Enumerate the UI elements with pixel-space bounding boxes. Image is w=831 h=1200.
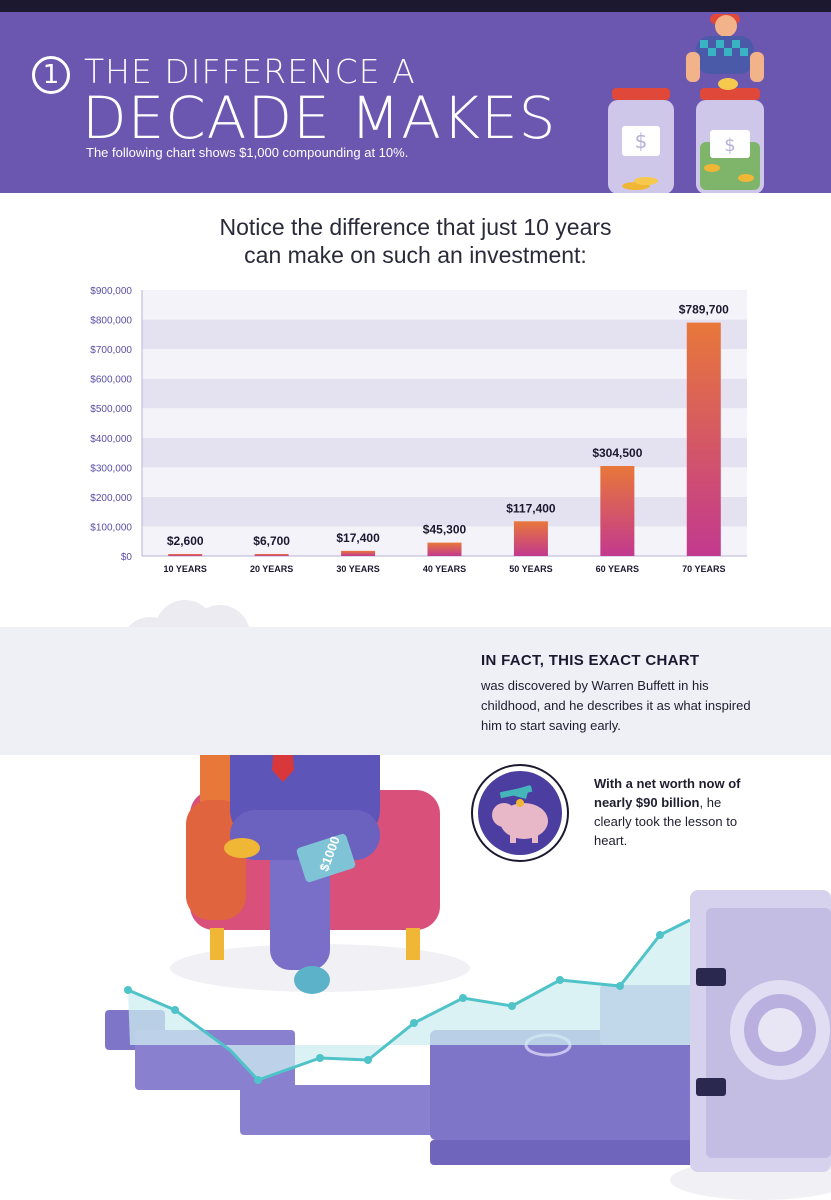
grid-band	[142, 319, 747, 350]
y-tick-label: $900,000	[90, 286, 132, 297]
subtitle: The following chart shows $1,000 compoun…	[86, 145, 409, 160]
net-worth-rest: , he clearly took the lesson to heart.	[594, 795, 738, 848]
title-line-2: DECADE MAKES	[82, 84, 557, 152]
fact-title: IN FACT, THIS EXACT CHART	[481, 652, 700, 669]
bar	[686, 322, 721, 556]
bar-value-label: $117,400	[506, 501, 556, 515]
x-tick-label: 50 YEARS	[509, 564, 552, 574]
safe-illustration	[670, 890, 831, 1200]
piggy-bank-icon	[471, 764, 569, 862]
grid-band	[142, 349, 747, 379]
grid-band	[142, 290, 747, 320]
bar-value-label: $17,400	[336, 531, 380, 545]
chart-headline: Notice the difference that just 10 years…	[0, 213, 831, 269]
svg-text:$: $	[724, 135, 735, 156]
grid-band	[142, 408, 747, 438]
x-tick-label: 30 YEARS	[336, 564, 379, 574]
net-worth-text: With a net worth now of nearly $90 billi…	[594, 774, 754, 850]
headline-line-2: can make on such an investment:	[244, 242, 587, 268]
compounding-bar-chart: $0 $100,000 $200,000 $300,000 $400,000 $500,0…	[90, 286, 747, 574]
top-bar	[0, 0, 831, 12]
svg-text:$: $	[635, 129, 648, 153]
y-tick-label: $0	[121, 552, 133, 563]
bar	[600, 466, 635, 556]
grid-band	[142, 496, 747, 527]
header-banner: 1 THE DIFFERENCE A DECADE MAKES The foll…	[0, 12, 831, 193]
y-tick-label: $400,000	[90, 434, 132, 445]
title-line-1: THE DIFFERENCE A	[84, 52, 416, 91]
x-tick-label: 10 YEARS	[164, 564, 207, 574]
bar	[427, 542, 462, 556]
x-tick-label: 20 YEARS	[250, 564, 293, 574]
y-tick-label: $100,000	[90, 522, 132, 533]
section-number: 1	[32, 56, 70, 94]
bar-value-label: $2,600	[167, 534, 204, 548]
y-tick-label: $200,000	[90, 493, 132, 504]
grid-band	[142, 378, 747, 409]
bar	[341, 550, 376, 556]
bar-value-label: $45,300	[423, 523, 467, 537]
y-tick-label: $600,000	[90, 375, 132, 386]
y-tick-label: $700,000	[90, 345, 132, 356]
y-tick-label: $800,000	[90, 316, 132, 327]
bar-value-label: $304,500	[592, 446, 642, 460]
fact-body: was discovered by Warren Buffett in his …	[481, 678, 751, 733]
headline-line-1: Notice the difference that just 10 years	[219, 214, 612, 240]
grid-band	[142, 467, 747, 497]
x-tick-label: 60 YEARS	[596, 564, 639, 574]
y-tick-label: $300,000	[90, 463, 132, 474]
bar	[168, 554, 203, 556]
x-tick-label: 70 YEARS	[682, 564, 725, 574]
y-tick-label: $500,000	[90, 404, 132, 415]
bar	[513, 521, 548, 556]
fact-band	[0, 627, 831, 755]
savings-jars-illustration: $ $	[608, 14, 764, 193]
bar-value-label: $6,700	[253, 534, 290, 548]
x-tick-label: 40 YEARS	[423, 564, 466, 574]
bar-value-label: $789,700	[679, 303, 729, 317]
grid-band	[142, 437, 747, 468]
net-worth-bold: With a net worth now of nearly $90 billi…	[594, 776, 741, 810]
bar	[254, 554, 289, 556]
